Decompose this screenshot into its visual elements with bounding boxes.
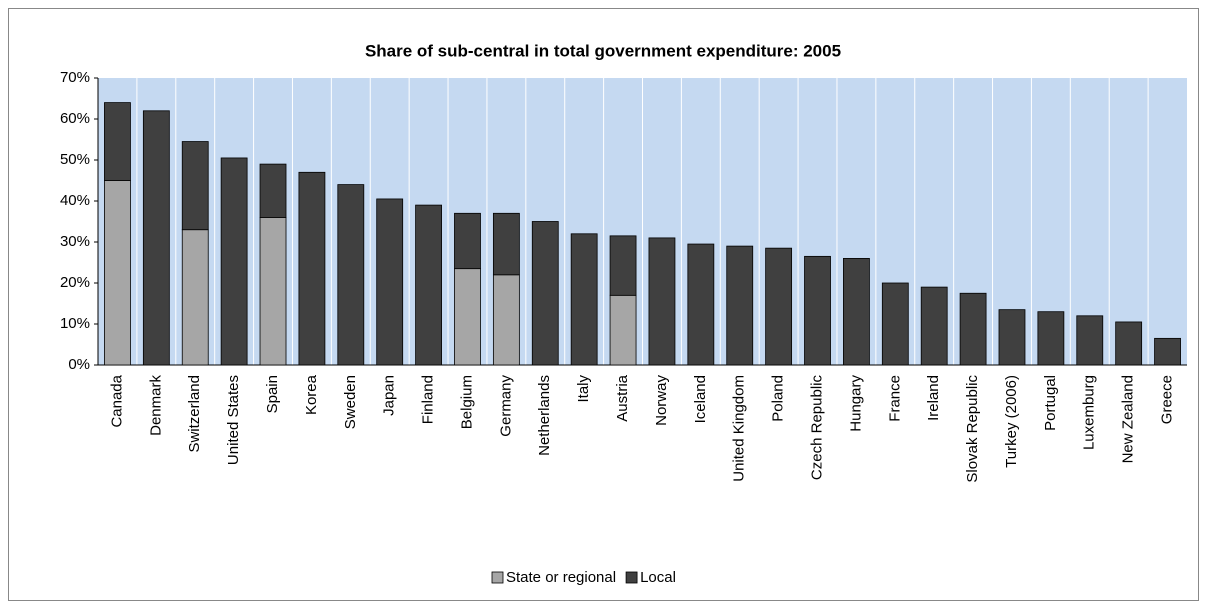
x-tick-label: Austria xyxy=(614,374,631,421)
y-tick-label: 0% xyxy=(68,356,90,373)
x-tick-label: Norway xyxy=(653,375,670,426)
x-tick-label: Hungary xyxy=(847,375,864,432)
bar-segment xyxy=(104,102,131,181)
bar-segment xyxy=(648,237,676,366)
y-tick-label: 70% xyxy=(60,69,90,86)
x-tick-label: Sweden xyxy=(342,375,359,429)
bar-segment xyxy=(298,171,326,366)
x-tick-label: Netherlands xyxy=(536,375,553,456)
x-tick-label: United Kingdom xyxy=(731,375,748,482)
bar-segment xyxy=(415,204,442,366)
legend-swatch xyxy=(625,571,638,584)
x-tick-label: Czech Republic xyxy=(808,375,825,481)
y-tick-label: 20% xyxy=(60,274,90,291)
y-tick-label: 50% xyxy=(60,151,90,168)
x-tick-label: Switzerland xyxy=(186,375,203,453)
legend-label: Local xyxy=(640,569,676,586)
legend-label: State or regional xyxy=(506,569,616,586)
bar-segment xyxy=(181,229,209,366)
bar-segment xyxy=(492,212,520,276)
bar-segment xyxy=(337,184,365,366)
bar-segment xyxy=(609,235,637,296)
bar-segment xyxy=(376,198,404,366)
y-tick-label: 30% xyxy=(60,233,90,250)
x-tick-label: Germany xyxy=(497,375,514,437)
bar-segment xyxy=(881,282,909,366)
bar-segment xyxy=(1037,311,1065,366)
bar-segment xyxy=(492,274,520,366)
y-tick-label: 40% xyxy=(60,192,90,209)
x-tick-label: Korea xyxy=(303,374,320,415)
legend-swatch xyxy=(491,571,504,584)
x-tick-label: Japan xyxy=(381,375,398,416)
x-tick-label: Spain xyxy=(264,375,281,413)
bar-segment xyxy=(920,286,948,366)
x-tick-label: Ireland xyxy=(925,375,942,421)
bar-segment xyxy=(181,141,209,231)
bar-segment xyxy=(142,110,170,366)
bar-segment xyxy=(570,233,598,366)
x-tick-label: Canada xyxy=(108,374,125,427)
x-tick-label: Portugal xyxy=(1042,375,1059,431)
x-tick-label: Turkey (2006) xyxy=(1003,375,1020,468)
bar-segment xyxy=(959,292,987,366)
x-tick-label: United States xyxy=(225,375,242,465)
bar-segment xyxy=(804,255,831,366)
bar-segment xyxy=(998,309,1026,366)
bar-segment xyxy=(1154,337,1181,366)
chart-title: Share of sub-central in total government… xyxy=(365,41,841,60)
bar-segment xyxy=(687,243,715,366)
x-tick-label: Finland xyxy=(420,375,437,424)
x-tick-label: New Zealand xyxy=(1120,375,1137,463)
bar-segment xyxy=(220,157,248,366)
bar-segment xyxy=(259,163,287,218)
x-tick-label: Denmark xyxy=(147,375,164,436)
x-tick-label: Italy xyxy=(575,375,592,403)
bar-segment xyxy=(454,212,481,270)
x-tick-label: Poland xyxy=(770,375,787,422)
bar-segment xyxy=(609,294,637,366)
x-tick-label: Belgium xyxy=(458,375,475,429)
bar-segment xyxy=(104,180,131,366)
y-tick-label: 60% xyxy=(60,110,90,127)
bar-segment xyxy=(765,247,793,366)
bar-segment xyxy=(1115,321,1143,366)
bar-segment xyxy=(726,245,754,366)
bar-segment xyxy=(843,257,870,366)
bar-segment xyxy=(531,221,559,366)
x-tick-label: Slovak Republic xyxy=(964,375,981,483)
bar-segment xyxy=(1076,315,1104,366)
bar-segment xyxy=(454,268,481,366)
x-tick-label: Greece xyxy=(1159,375,1176,424)
x-tick-label: Luxemburg xyxy=(1081,375,1098,450)
x-tick-label: France xyxy=(886,375,903,422)
bar-segment xyxy=(259,216,287,366)
x-tick-label: Iceland xyxy=(692,375,709,423)
y-tick-label: 10% xyxy=(60,315,90,332)
